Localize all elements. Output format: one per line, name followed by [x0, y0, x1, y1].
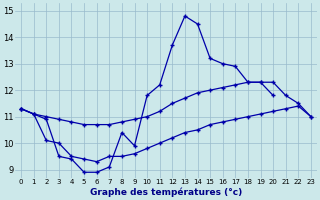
X-axis label: Graphe des températures (°c): Graphe des températures (°c) [90, 188, 242, 197]
